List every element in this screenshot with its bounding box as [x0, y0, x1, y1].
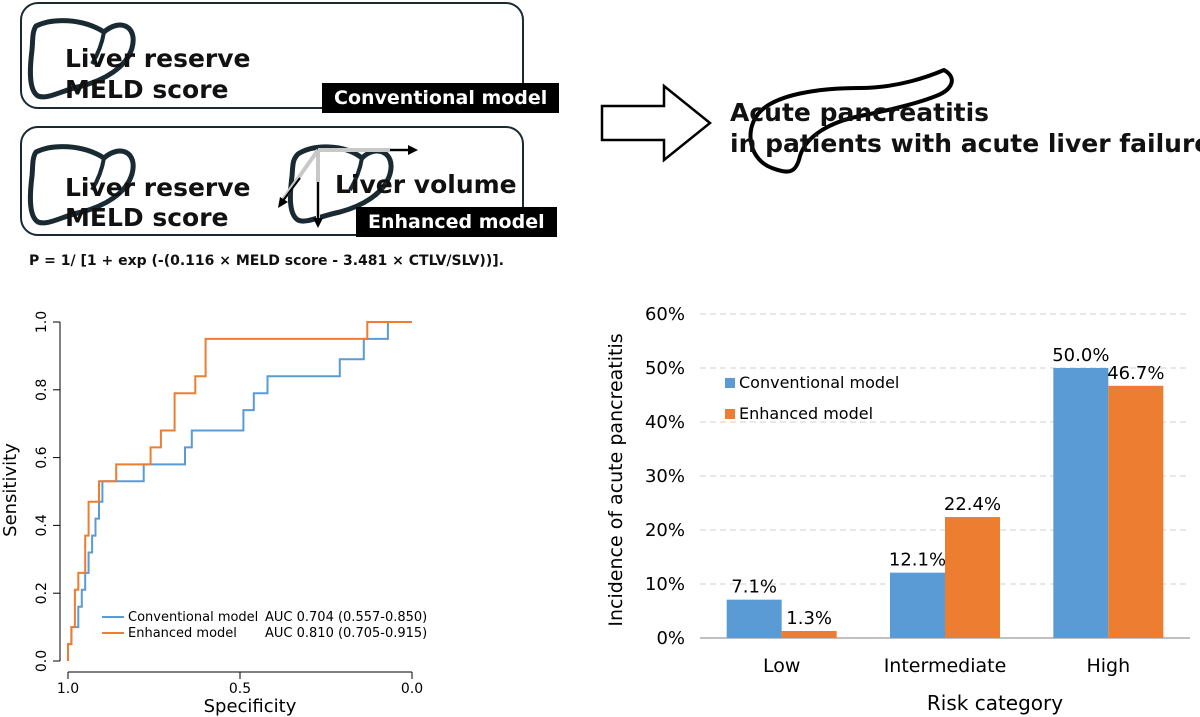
bar-low-enhanced [781, 630, 837, 638]
bar-category-label: Intermediate [884, 655, 1007, 677]
bar-intermediate-conventional [890, 572, 945, 638]
conventional-liver-reserve-label: Liver reserve [65, 44, 251, 73]
bar-data-label: 22.4% [944, 494, 1001, 515]
bar-intermediate-enhanced [945, 517, 1000, 638]
conventional-meld-score-label: MELD score [65, 75, 229, 104]
bar-y-tick-label: 0% [656, 628, 685, 649]
roc-x-tick-label: 0.0 [401, 681, 423, 697]
bar-y-tick-label: 10% [645, 574, 685, 595]
bar-high-conventional [1053, 368, 1109, 638]
arrow-right-outline-icon [600, 83, 712, 163]
liver-outline-icon [27, 18, 136, 100]
bar-category-label: Low [763, 655, 800, 677]
bar-data-label: 50.0% [1052, 345, 1109, 366]
bar-legend-swatch [725, 378, 735, 388]
bar-y-axis-title: Incidence of acute pancreatitis [605, 333, 627, 626]
roc-chart: 0.0 0.2 0.4 0.6 0.8 1.0 1.0 0.5 0.0 Conventiona… [0, 311, 427, 717]
liver-volume-label: Liver volume [335, 170, 517, 199]
roc-y-tick-label: 0.8 [34, 379, 50, 401]
formula-text: P = 1/ [1 + exp (-(0.116 × MELD score - … [29, 253, 504, 269]
roc-x-axis-title: Specificity [204, 696, 297, 717]
bar-y-tick-label: 20% [645, 520, 685, 541]
bar-high-enhanced [1108, 385, 1164, 638]
bar-chart: 0% 10% 20% 30% 40% 50% 60% 7.1% 1.3% Low 12.1% 22.… [605, 304, 1190, 715]
roc-y-tick-label: 0.2 [34, 582, 50, 604]
outcome-line-2: in patients with acute liver failure [730, 129, 1200, 158]
volume-axes-icon [278, 144, 418, 228]
enhanced-liver-reserve-label: Liver reserve [65, 173, 251, 202]
enhanced-meld-score-label: MELD score [65, 203, 229, 232]
pancreas-outline-icon [748, 68, 954, 174]
roc-y-tick-label: 1.0 [34, 311, 50, 333]
roc-y-tick-label: 0.6 [34, 446, 50, 468]
roc-y-tick-label: 0.0 [34, 650, 50, 672]
enhanced-model-tag: Enhanced model [356, 207, 557, 237]
roc-legend-name: Enhanced model [128, 626, 237, 641]
bar-category-label: High [1086, 655, 1130, 677]
bar-y-tick-label: 50% [645, 358, 685, 379]
bar-legend-swatch [725, 409, 735, 419]
bar-y-tick-label: 60% [645, 304, 685, 325]
roc-y-tick-label: 0.4 [34, 514, 50, 536]
bar-low-conventional [726, 599, 782, 638]
roc-legend-auc: AUC 0.704 (0.557-0.850) [265, 610, 427, 625]
bar-x-axis-title: Risk category [927, 691, 1063, 715]
bar-legend-name: Conventional model [739, 373, 899, 392]
roc-legend-name: Conventional model [128, 610, 258, 625]
bar-y-tick-label: 30% [645, 466, 685, 487]
bar-legend-name: Enhanced model [739, 404, 873, 423]
bar-data-label: 46.7% [1107, 363, 1164, 384]
roc-y-axis-title: Sensitivity [0, 443, 21, 537]
bar-y-tick-label: 40% [645, 412, 685, 433]
conventional-model-box [20, 2, 524, 109]
bar-data-label: 7.1% [731, 577, 777, 598]
roc-series-enhanced [67, 321, 412, 661]
outcome-line-1: Acute pancreatitis [730, 98, 990, 127]
roc-x-tick-label: 0.5 [229, 681, 251, 697]
liver-outline-icon [27, 144, 136, 226]
bar-data-label: 1.3% [786, 608, 832, 629]
roc-legend-auc: AUC 0.810 (0.705-0.915) [265, 626, 427, 641]
bar-data-label: 12.1% [889, 550, 946, 571]
conventional-model-tag: Conventional model [322, 83, 560, 113]
roc-x-tick-label: 1.0 [57, 681, 79, 697]
